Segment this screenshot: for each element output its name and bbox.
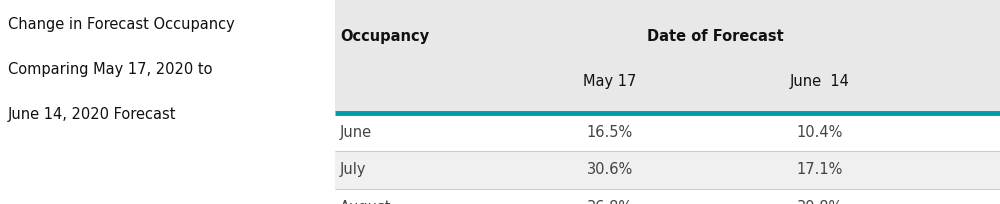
Text: 17.1%: 17.1% — [797, 162, 843, 177]
Text: July: July — [340, 162, 366, 177]
Text: 10.4%: 10.4% — [797, 125, 843, 140]
Text: June 14, 2020 Forecast: June 14, 2020 Forecast — [8, 107, 176, 122]
Bar — [335, 0, 1000, 113]
Text: Comparing May 17, 2020 to: Comparing May 17, 2020 to — [8, 62, 212, 77]
Text: June: June — [340, 125, 372, 140]
Text: Occupancy: Occupancy — [340, 29, 429, 44]
Text: Change in Forecast Occupancy: Change in Forecast Occupancy — [8, 17, 235, 32]
Text: August: August — [340, 200, 392, 204]
Text: May 17: May 17 — [583, 74, 637, 89]
Text: 30.6%: 30.6% — [587, 162, 633, 177]
Text: 16.5%: 16.5% — [587, 125, 633, 140]
Bar — [335, 151, 1000, 189]
Text: 36.8%: 36.8% — [587, 200, 633, 204]
Text: June  14: June 14 — [790, 74, 850, 89]
Text: 30.8%: 30.8% — [797, 200, 843, 204]
Text: Date of Forecast: Date of Forecast — [647, 29, 783, 44]
